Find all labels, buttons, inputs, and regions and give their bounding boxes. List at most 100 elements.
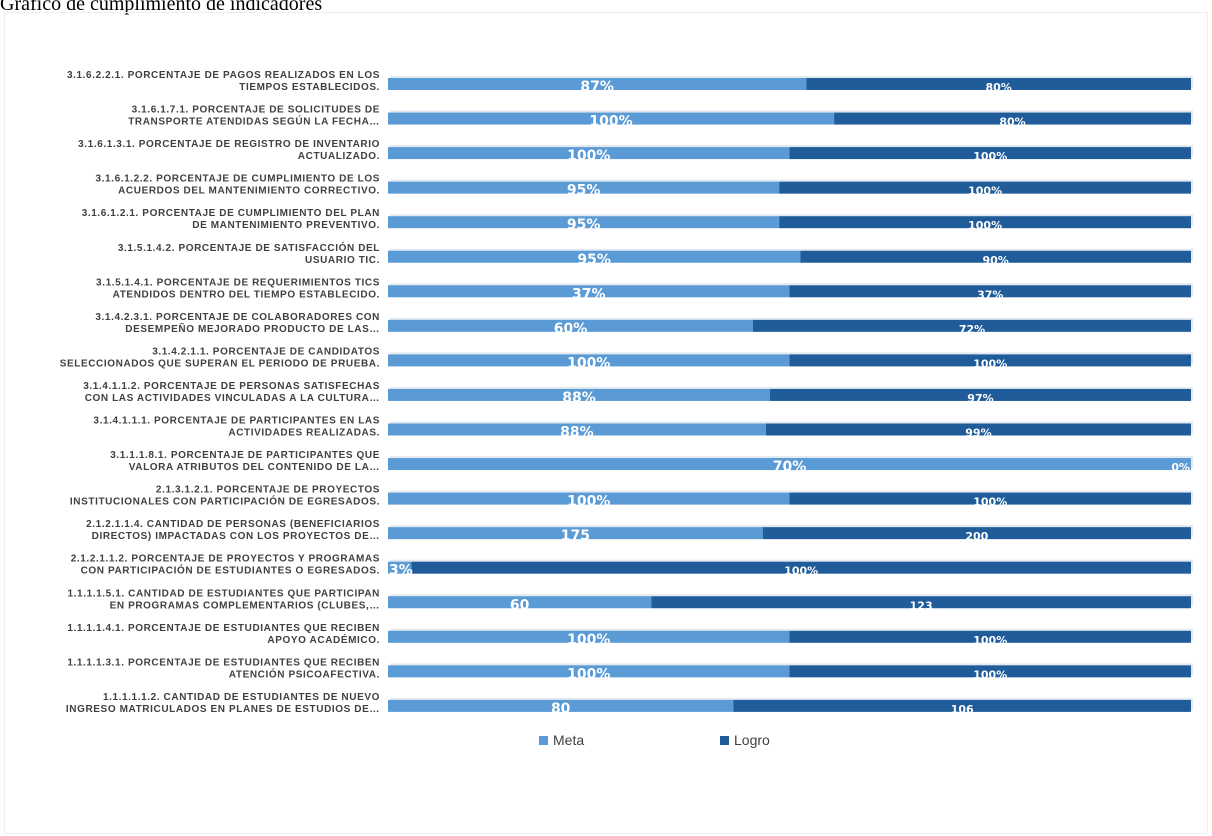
- category-label: 3.1.5.1.4.2. PORCENTAJE DE SATISFACCIÓN …: [118, 241, 380, 266]
- category-label-line: 1.1.1.1.4.1. PORCENTAJE DE ESTUDIANTES Q…: [67, 623, 380, 634]
- data-label-meta: 100%: [567, 632, 610, 648]
- category-label-line: EN PROGRAMAS COMPLEMENTARIOS (CLUBES,…: [110, 600, 380, 611]
- category-label-line: 2.1.2.1.1.4. CANTIDAD DE PERSONAS (BENEF…: [86, 519, 380, 530]
- data-label-meta: 60%: [554, 321, 588, 337]
- bar-logro: [800, 250, 1191, 263]
- data-label-logro: 99%: [965, 427, 991, 440]
- data-label-meta: 95%: [567, 183, 601, 199]
- data-label-logro: 100%: [968, 219, 1002, 232]
- bar-logro: [733, 699, 1191, 712]
- category-label-line: 1.1.1.1.3.1. PORCENTAJE DE ESTUDIANTES Q…: [67, 657, 380, 668]
- data-label-meta: 100%: [567, 355, 610, 371]
- bar-logro: [789, 492, 1191, 505]
- bar-logro: [779, 181, 1191, 194]
- data-label-logro: 100%: [973, 357, 1007, 370]
- bar-meta: [388, 250, 801, 263]
- bar-meta: [388, 112, 835, 125]
- data-label-logro: 80%: [985, 81, 1011, 94]
- bar-meta: [388, 527, 763, 540]
- data-label-logro: 100%: [973, 634, 1007, 647]
- category-label-line: 3.1.1.1.8.1. PORCENTAJE DE PARTICIPANTES…: [110, 450, 380, 461]
- category-label-line: SELECCIONADOS QUE SUPERAN EL PERIODO DE …: [60, 358, 380, 369]
- category-label: 1.1.1.1.5.1. CANTIDAD DE ESTUDIANTES QUE…: [68, 588, 381, 611]
- category-label-line: 2.1.3.1.2.1. PORCENTAJE DE PROYECTOS: [156, 485, 380, 496]
- category-label-line: VALORA ATRIBUTOS DEL CONTENIDO DE LA…: [129, 462, 380, 473]
- category-label-line: DIRECTOS) IMPACTADAS CON LOS PROYECTOS D…: [92, 531, 380, 542]
- data-label-logro: 100%: [973, 150, 1007, 163]
- data-label-logro: 97%: [967, 392, 993, 405]
- bar-meta: [388, 492, 790, 505]
- category-label-line: 1.1.1.1.1.2. CANTIDAD DE ESTUDIANTES DE …: [103, 692, 380, 703]
- category-label-line: 3.1.6.2.2.1. PORCENTAJE DE PAGOS REALIZA…: [67, 70, 380, 81]
- category-label-line: DESEMPEÑO MEJORADO PRODUCTO DE LAS…: [125, 322, 380, 335]
- data-label-logro: 80%: [999, 116, 1025, 129]
- category-label: 3.1.4.1.1.2. PORCENTAJE DE PERSONAS SATI…: [83, 381, 380, 404]
- category-label-line: CON PARTICIPACIÓN DE ESTUDIANTES O EGRES…: [81, 564, 380, 577]
- category-label: 1.1.1.1.4.1. PORCENTAJE DE ESTUDIANTES Q…: [67, 623, 380, 646]
- bar-meta: [388, 596, 652, 609]
- category-label-line: INGRESO MATRICULADOS EN PLANES DE ESTUDI…: [66, 704, 380, 715]
- bar-meta: [388, 181, 780, 194]
- bar-logro: [789, 147, 1191, 160]
- data-label-meta: 100%: [567, 494, 610, 510]
- data-label-meta: 100%: [567, 666, 610, 682]
- category-label: 3.1.6.1.2.1. PORCENTAJE DE CUMPLIMIENTO …: [82, 208, 380, 231]
- bar-meta: [388, 354, 790, 367]
- bar-logro: [789, 285, 1191, 298]
- bar-logro: [753, 319, 1191, 332]
- category-label-line: DE MANTENIMIENTO PREVENTIVO.: [192, 220, 380, 231]
- category-label: 3.1.6.2.2.1. PORCENTAJE DE PAGOS REALIZA…: [67, 70, 380, 93]
- bar-meta: [388, 147, 790, 160]
- category-label-line: 3.1.4.2.1.1. PORCENTAJE DE CANDIDATOS: [152, 346, 380, 357]
- data-label-meta: 88%: [560, 425, 594, 441]
- category-label: 2.1.2.1.1.4. CANTIDAD DE PERSONAS (BENEF…: [86, 519, 380, 542]
- data-label-meta: 100%: [589, 114, 632, 130]
- category-label: 3.1.6.1.3.1. PORCENTAJE DE REGISTRO DE I…: [78, 139, 380, 162]
- category-label: 1.1.1.1.1.2. CANTIDAD DE ESTUDIANTES DE …: [66, 692, 380, 715]
- category-label-line: ATENDIDOS DENTRO DEL TIEMPO ESTABLECIDO.: [113, 289, 380, 300]
- category-label-line: CON LAS ACTIVIDADES VINCULADAS A LA CULT…: [85, 393, 380, 404]
- data-label-meta: 95%: [577, 252, 611, 268]
- bar-logro: [806, 78, 1191, 90]
- category-label-line: ACTUALIZADO.: [298, 151, 380, 162]
- bar-meta: [388, 630, 790, 643]
- legend-label: Meta: [553, 732, 584, 748]
- data-label-logro: 200: [965, 530, 988, 543]
- category-label: 3.1.4.2.1.1. PORCENTAJE DE CANDIDATOS SEL…: [60, 346, 380, 369]
- bar-logro: [789, 354, 1191, 367]
- category-label: 2.1.3.1.2.1. PORCENTAJE DE PROYECTOS INST…: [70, 485, 380, 508]
- category-label-line: 1.1.1.1.5.1. CANTIDAD DE ESTUDIANTES QUE…: [68, 588, 381, 599]
- data-label-meta: 87%: [580, 79, 614, 95]
- data-label-meta: 3%: [389, 563, 413, 579]
- category-label-line: 3.1.4.1.1.1. PORCENTAJE DE PARTICIPANTES…: [93, 416, 380, 427]
- bar-logro: [651, 596, 1191, 609]
- bar-meta: [388, 699, 734, 712]
- category-label-line: INSTITUCIONALES CON PARTICIPACIÓN DE EGR…: [70, 495, 380, 508]
- data-label-meta: 70%: [773, 459, 807, 475]
- bar-logro: [411, 561, 1192, 574]
- data-label-logro: 90%: [983, 254, 1009, 267]
- data-label-meta: 60: [510, 597, 530, 613]
- category-label-line: 3.1.5.1.4.2. PORCENTAJE DE SATISFACCIÓN …: [118, 241, 380, 254]
- bar-meta: [388, 216, 780, 229]
- bar-logro: [765, 423, 1191, 436]
- category-labels: 3.1.6.2.2.1. PORCENTAJE DE PAGOS REALIZA…: [60, 70, 380, 715]
- data-label-logro: 100%: [968, 185, 1002, 198]
- category-label-line: 2.1.2.1.1.2. PORCENTAJE DE PROYECTOS Y P…: [71, 554, 380, 565]
- data-label-logro: 100%: [973, 496, 1007, 509]
- category-label-line: 3.1.4.1.1.2. PORCENTAJE DE PERSONAS SATI…: [83, 381, 380, 392]
- data-label-logro: 72%: [959, 323, 985, 336]
- bar-meta: [388, 423, 766, 436]
- category-label-line: 3.1.6.1.2.2. PORCENTAJE DE CUMPLIMIENTO …: [95, 174, 380, 185]
- legend-label: Logro: [734, 732, 770, 748]
- legend-item-meta: Meta: [539, 732, 584, 748]
- bar-meta: [388, 458, 1191, 471]
- category-label-line: 3.1.5.1.4.1. PORCENTAJE DE REQUERIMIENTO…: [96, 277, 380, 288]
- bar-logro: [789, 630, 1191, 643]
- data-label-logro: 100%: [784, 565, 818, 578]
- bar-logro: [834, 112, 1191, 125]
- bar-logro: [789, 665, 1191, 678]
- category-label: 3.1.5.1.4.1. PORCENTAJE DE REQUERIMIENTO…: [96, 277, 380, 300]
- data-label-meta: 80: [551, 701, 571, 717]
- legend-swatch: [720, 736, 729, 745]
